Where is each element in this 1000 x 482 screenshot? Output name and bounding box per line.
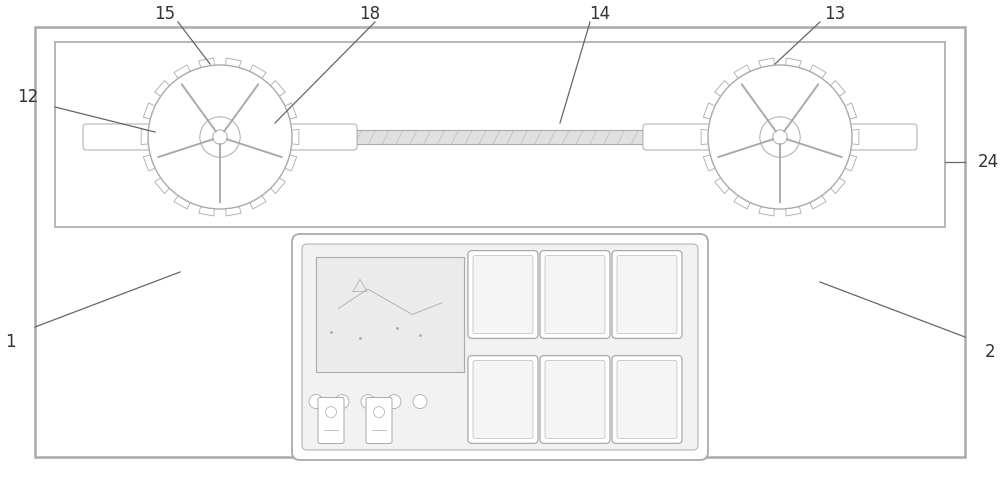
FancyBboxPatch shape: [545, 255, 605, 334]
FancyBboxPatch shape: [292, 234, 708, 460]
Text: 15: 15: [154, 5, 176, 23]
FancyBboxPatch shape: [643, 124, 711, 150]
Polygon shape: [703, 103, 720, 120]
Polygon shape: [826, 80, 845, 99]
Polygon shape: [266, 174, 285, 193]
Polygon shape: [846, 129, 859, 145]
Circle shape: [374, 407, 385, 417]
Polygon shape: [266, 80, 285, 99]
Polygon shape: [715, 174, 734, 193]
Polygon shape: [174, 65, 193, 83]
Bar: [35, 27, 965, 457]
Polygon shape: [807, 191, 826, 209]
Circle shape: [309, 395, 323, 409]
Polygon shape: [143, 103, 160, 120]
FancyBboxPatch shape: [473, 361, 533, 439]
Polygon shape: [155, 174, 174, 193]
Polygon shape: [280, 154, 297, 171]
Text: 12: 12: [17, 88, 39, 106]
Polygon shape: [141, 129, 154, 145]
Polygon shape: [734, 65, 753, 83]
Polygon shape: [759, 201, 775, 216]
FancyBboxPatch shape: [612, 251, 682, 338]
Circle shape: [213, 130, 227, 144]
Polygon shape: [703, 154, 720, 171]
Polygon shape: [826, 174, 845, 193]
Text: 24: 24: [977, 153, 999, 171]
Polygon shape: [199, 201, 215, 216]
FancyBboxPatch shape: [83, 124, 151, 150]
Polygon shape: [734, 191, 753, 209]
Text: 13: 13: [824, 5, 846, 23]
Circle shape: [148, 65, 292, 209]
Polygon shape: [807, 65, 826, 83]
Polygon shape: [840, 154, 857, 171]
Bar: [316, 257, 464, 372]
Circle shape: [361, 395, 375, 409]
Polygon shape: [759, 58, 775, 73]
Bar: [55, 42, 945, 227]
Polygon shape: [247, 191, 266, 209]
Polygon shape: [143, 154, 160, 171]
Polygon shape: [174, 191, 193, 209]
Polygon shape: [225, 58, 241, 73]
Circle shape: [335, 395, 349, 409]
Circle shape: [200, 117, 240, 157]
FancyBboxPatch shape: [612, 356, 682, 443]
Polygon shape: [701, 129, 714, 145]
FancyBboxPatch shape: [540, 356, 610, 443]
FancyBboxPatch shape: [545, 361, 605, 439]
FancyBboxPatch shape: [540, 251, 610, 338]
Polygon shape: [155, 80, 174, 99]
Polygon shape: [199, 58, 215, 73]
Circle shape: [413, 395, 427, 409]
Polygon shape: [247, 65, 266, 83]
Circle shape: [387, 395, 401, 409]
FancyBboxPatch shape: [289, 124, 357, 150]
Polygon shape: [225, 201, 241, 216]
Circle shape: [708, 65, 852, 209]
Polygon shape: [785, 201, 801, 216]
Polygon shape: [840, 103, 857, 120]
FancyBboxPatch shape: [468, 251, 538, 338]
FancyBboxPatch shape: [473, 255, 533, 334]
Polygon shape: [785, 58, 801, 73]
Polygon shape: [286, 129, 299, 145]
FancyBboxPatch shape: [468, 356, 538, 443]
Circle shape: [326, 407, 337, 417]
Text: 2: 2: [985, 343, 995, 361]
Bar: [220, 130, 780, 144]
FancyBboxPatch shape: [318, 398, 344, 443]
FancyBboxPatch shape: [849, 124, 917, 150]
Polygon shape: [280, 103, 297, 120]
Circle shape: [760, 117, 800, 157]
Circle shape: [773, 130, 787, 144]
FancyBboxPatch shape: [366, 398, 392, 443]
Text: 14: 14: [589, 5, 611, 23]
Text: 18: 18: [359, 5, 381, 23]
FancyBboxPatch shape: [617, 255, 677, 334]
Text: 1: 1: [5, 333, 15, 351]
Polygon shape: [715, 80, 734, 99]
FancyBboxPatch shape: [617, 361, 677, 439]
FancyBboxPatch shape: [302, 244, 698, 450]
